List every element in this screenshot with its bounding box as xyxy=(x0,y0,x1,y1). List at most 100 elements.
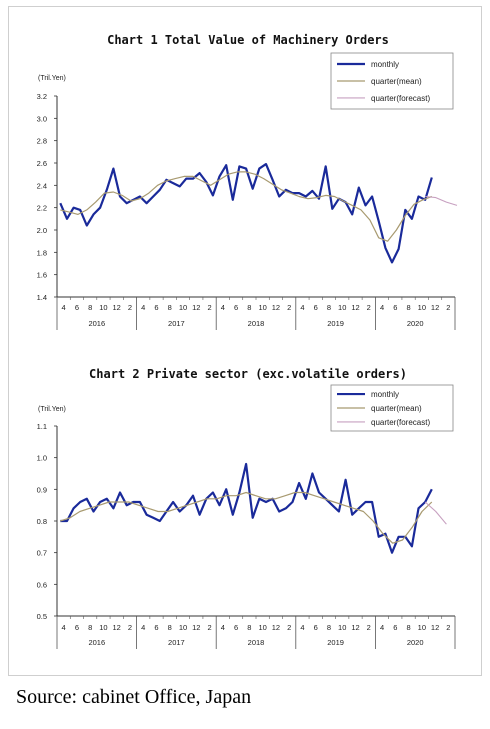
series-line-quarter-forecast xyxy=(425,195,458,206)
x-tick-label: 10 xyxy=(338,623,346,632)
y-tick-label: 1.4 xyxy=(37,293,47,302)
year-label: 2019 xyxy=(327,319,344,328)
x-tick-label: 4 xyxy=(62,623,66,632)
x-tick-label: 10 xyxy=(258,303,266,312)
x-tick-label: 6 xyxy=(234,303,238,312)
x-tick-label: 2 xyxy=(287,303,291,312)
y-tick-label: 2.6 xyxy=(37,159,47,168)
x-tick-label: 6 xyxy=(75,303,79,312)
x-tick-label: 2 xyxy=(367,303,371,312)
series-line-quarter-mean xyxy=(60,171,433,242)
x-tick-label: 4 xyxy=(141,303,145,312)
x-tick-label: 10 xyxy=(99,623,107,632)
y-tick-label: 3.2 xyxy=(37,92,47,101)
x-tick-label: 4 xyxy=(380,623,384,632)
x-tick-label: 8 xyxy=(247,623,251,632)
x-tick-label: 4 xyxy=(300,623,304,632)
x-tick-label: 10 xyxy=(418,623,426,632)
x-tick-label: 12 xyxy=(351,623,359,632)
y-tick-label: 0.6 xyxy=(37,580,47,589)
x-tick-label: 2 xyxy=(207,303,211,312)
legend-label: monthly xyxy=(371,60,399,69)
year-label: 2017 xyxy=(168,319,185,328)
x-tick-label: 6 xyxy=(393,303,397,312)
x-tick-label: 12 xyxy=(113,623,121,632)
x-tick-label: 6 xyxy=(314,623,318,632)
year-label: 2017 xyxy=(168,638,185,647)
x-tick-label: 8 xyxy=(406,623,410,632)
x-tick-label: 4 xyxy=(380,303,384,312)
x-tick-label: 8 xyxy=(247,303,251,312)
x-tick-label: 6 xyxy=(234,623,238,632)
x-tick-label: 12 xyxy=(272,303,280,312)
legend-label: quarter(forecast) xyxy=(371,418,430,427)
year-label: 2018 xyxy=(248,638,265,647)
legend-label: quarter(mean) xyxy=(371,77,422,86)
x-tick-label: 10 xyxy=(418,303,426,312)
x-tick-label: 4 xyxy=(300,303,304,312)
series-line-quarter-mean xyxy=(60,491,433,544)
x-tick-label: 8 xyxy=(327,303,331,312)
y-tick-label: 0.9 xyxy=(37,485,47,494)
series-line-monthly xyxy=(60,462,433,554)
x-tick-label: 6 xyxy=(314,303,318,312)
x-tick-label: 2 xyxy=(446,303,450,312)
source-note: Source: cabinet Office, Japan xyxy=(16,686,252,708)
chart-title: Chart 2 Private sector (exc.volatile ord… xyxy=(89,367,407,381)
y-tick-label: 0.8 xyxy=(37,517,47,526)
x-tick-label: 4 xyxy=(141,623,145,632)
series-line-monthly xyxy=(59,163,433,264)
year-label: 2019 xyxy=(327,638,344,647)
x-tick-label: 2 xyxy=(367,623,371,632)
x-tick-label: 10 xyxy=(338,303,346,312)
x-tick-label: 8 xyxy=(406,303,410,312)
legend-label: quarter(forecast) xyxy=(371,94,430,103)
x-tick-label: 10 xyxy=(179,623,187,632)
x-tick-label: 12 xyxy=(192,303,200,312)
y-axis-unit-label: (Tril.Yen) xyxy=(38,75,66,82)
y-tick-label: 1.6 xyxy=(37,271,47,280)
y-tick-label: 2.2 xyxy=(37,204,47,213)
year-label: 2016 xyxy=(88,319,105,328)
legend-label: monthly xyxy=(371,390,399,399)
legend-label: quarter(mean) xyxy=(371,404,422,413)
x-tick-label: 8 xyxy=(168,623,172,632)
x-tick-label: 4 xyxy=(62,303,66,312)
x-tick-label: 12 xyxy=(351,303,359,312)
x-tick-label: 8 xyxy=(88,623,92,632)
year-label: 2020 xyxy=(407,638,424,647)
x-tick-label: 2 xyxy=(287,623,291,632)
y-tick-label: 1.0 xyxy=(37,454,47,463)
x-tick-label: 6 xyxy=(75,623,79,632)
y-tick-label: 0.5 xyxy=(37,612,47,621)
year-label: 2020 xyxy=(407,319,424,328)
x-tick-label: 8 xyxy=(168,303,172,312)
y-tick-label: 2.0 xyxy=(37,226,47,235)
x-tick-label: 12 xyxy=(431,303,439,312)
x-tick-label: 2 xyxy=(207,623,211,632)
y-tick-label: 1.8 xyxy=(37,248,47,257)
x-tick-label: 6 xyxy=(393,623,397,632)
x-tick-label: 10 xyxy=(99,303,107,312)
y-axis-unit-label: (Tril.Yen) xyxy=(38,406,66,413)
y-tick-label: 2.4 xyxy=(37,181,47,190)
x-tick-label: 10 xyxy=(179,303,187,312)
x-tick-label: 6 xyxy=(154,623,158,632)
x-tick-label: 2 xyxy=(446,623,450,632)
x-tick-label: 8 xyxy=(88,303,92,312)
x-tick-label: 12 xyxy=(272,623,280,632)
y-tick-label: 1.1 xyxy=(37,422,47,431)
figure-frame xyxy=(8,6,482,676)
x-tick-label: 12 xyxy=(113,303,121,312)
x-tick-label: 2 xyxy=(128,623,132,632)
x-tick-label: 12 xyxy=(431,623,439,632)
y-tick-label: 3.0 xyxy=(37,114,47,123)
chart-title: Chart 1 Total Value of Machinery Orders xyxy=(107,33,389,47)
x-tick-label: 12 xyxy=(192,623,200,632)
year-label: 2018 xyxy=(248,319,265,328)
x-tick-label: 10 xyxy=(258,623,266,632)
x-tick-label: 4 xyxy=(221,303,225,312)
y-tick-label: 2.8 xyxy=(37,137,47,146)
x-tick-label: 2 xyxy=(128,303,132,312)
